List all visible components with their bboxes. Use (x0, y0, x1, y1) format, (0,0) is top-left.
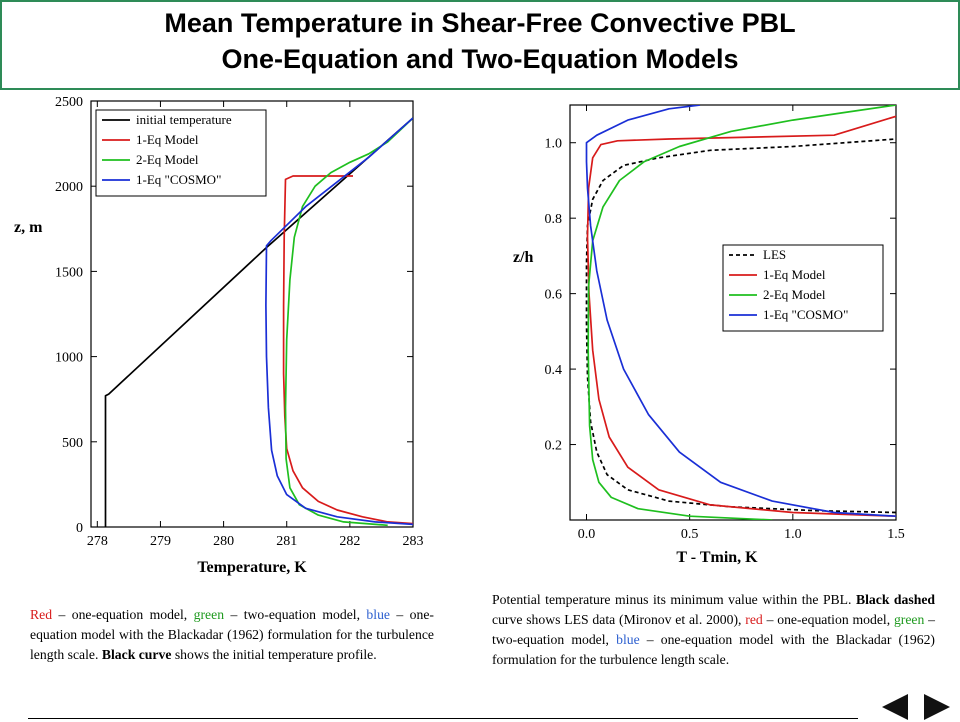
caption-color-word: red (745, 612, 763, 627)
legend-label: initial temperature (136, 112, 232, 127)
x-tick-label: 1.0 (784, 527, 802, 542)
caption-text: shows the initial temperature profile. (171, 647, 377, 662)
legend-label: 1-Eq "COSMO" (136, 172, 221, 187)
caption-text: – two-equation model, (224, 607, 367, 622)
y-tick-label: 0.8 (545, 212, 563, 227)
y-tick-label: 2500 (55, 95, 83, 110)
caption-right: Potential temperature minus its minimum … (492, 590, 935, 670)
caption-bold-text: Black dashed (855, 592, 936, 607)
triangle-right-icon (924, 694, 950, 720)
x-tick-label: 281 (276, 534, 297, 549)
footer-divider (28, 718, 858, 719)
x-tick-label: 280 (213, 534, 234, 549)
y-tick-label: 0.2 (545, 439, 563, 454)
x-tick-label: 279 (150, 534, 171, 549)
plot-frame (569, 104, 897, 521)
y-tick-label: 2000 (55, 180, 83, 195)
series-line (104, 117, 413, 527)
caption-left: Red – one-equation model, green – two-eq… (30, 605, 434, 665)
page-title: Mean Temperature in Shear-Free Convectiv… (164, 8, 796, 38)
x-tick-label: 1.5 (887, 527, 905, 542)
series-line (586, 115, 896, 518)
caption-text: curve shows LES data (Mironov et al. 200… (492, 612, 746, 627)
legend-label: 1-Eq Model (136, 132, 199, 147)
x-tick-label: 0.0 (578, 527, 596, 542)
caption-color-word: Red (30, 607, 53, 622)
series-line (282, 175, 413, 525)
caption-bold-text: Black curve (101, 647, 172, 662)
series-line (265, 117, 413, 526)
y-tick-label: 500 (62, 436, 83, 451)
caption-color-word: green (893, 612, 925, 627)
caption-color-word: blue (366, 607, 390, 622)
caption-text: Potential temperature minus its minimum … (492, 592, 856, 607)
series-line (587, 105, 896, 520)
previous-slide-button[interactable] (876, 692, 914, 722)
caption-text: – one-equation model with the Blackadar … (492, 632, 935, 667)
legend-label: 2-Eq Model (763, 287, 826, 302)
x-tick-label: 282 (339, 534, 360, 549)
y-axis-label: z, m (14, 219, 43, 236)
y-tick-label: 0.4 (545, 363, 563, 378)
temperature-excess-chart: 0.0 0.5 1.0 1.5 0.2 0.4 0.6 0.8 1.0 T - Tmin, K z/… (513, 104, 905, 566)
legend-label: 1-Eq "COSMO" (763, 307, 848, 322)
series-line (284, 117, 413, 527)
series-line (585, 105, 896, 518)
legend-label: 1-Eq Model (763, 267, 826, 282)
caption-text: – one-equation model with the Blackadar … (30, 607, 434, 662)
series-line (585, 138, 896, 514)
x-axis-label: T - Tmin, K (676, 549, 758, 566)
caption-text: – two-equation model, (492, 612, 936, 647)
x-tick-label: 0.5 (681, 527, 699, 542)
title-box: Mean Temperature in Shear-Free Convectiv… (0, 0, 960, 90)
y-tick-label: 1500 (55, 265, 83, 280)
x-tick-label: 283 (403, 534, 424, 549)
y-axis-label: z/h (513, 249, 534, 266)
caption-color-word: green (193, 607, 225, 622)
legend-label: LES (763, 247, 786, 262)
caption-text: – one-equation model, (52, 607, 194, 622)
next-slide-button[interactable] (918, 692, 956, 722)
y-tick-label: 0.6 (545, 288, 563, 303)
y-tick-label: 1000 (55, 351, 83, 366)
page-subtitle: One-Equation and Two-Equation Models (221, 44, 739, 74)
y-tick-label: 0 (76, 521, 83, 536)
plot-area (585, 105, 896, 520)
legend-box (95, 109, 267, 197)
temperature-profile-chart: 278 279 280 281 282 283 0 500 1000 1500 2000 2500 Te… (14, 95, 424, 576)
x-axis-label: Temperature, K (197, 559, 307, 576)
y-tick-label: 1.0 (545, 137, 563, 152)
legend-label: 2-Eq Model (136, 152, 199, 167)
plot-frame (90, 100, 414, 528)
triangle-left-icon (882, 694, 908, 720)
legend-box (722, 244, 884, 332)
caption-text: – one-equation model, (762, 612, 894, 627)
caption-color-word: blue (616, 632, 640, 647)
x-tick-label: 278 (87, 534, 108, 549)
plot-area (104, 117, 413, 527)
